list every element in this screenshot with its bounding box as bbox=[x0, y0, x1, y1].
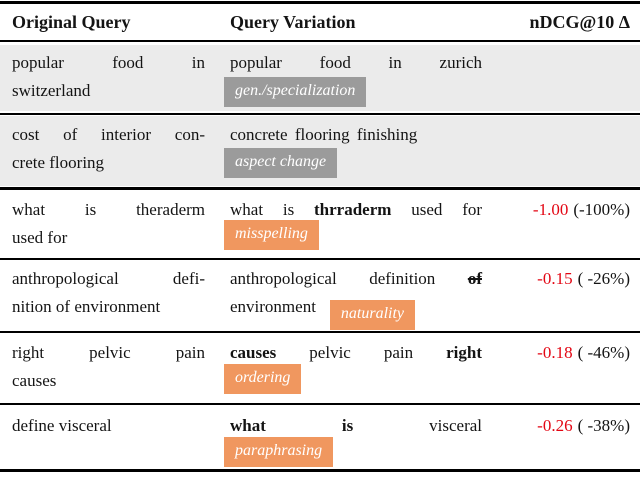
row-6-variation-line-1: what is visceral bbox=[230, 413, 482, 439]
variation-type-badge-gen-specialization: gen./specialization bbox=[224, 77, 367, 107]
row-4-variation-pre: anthropological definition bbox=[230, 269, 436, 288]
variation-type-badge-misspelling: misspelling bbox=[224, 220, 319, 250]
row-3-delta-value: -1.00 bbox=[532, 200, 569, 219]
variation-type-badge-paraphrasing: paraphrasing bbox=[224, 437, 334, 467]
column-header-original-query: Original Query bbox=[12, 12, 131, 32]
row-3-variation-post: used for bbox=[411, 200, 483, 219]
row-3-delta-percent: (-100%) bbox=[573, 200, 630, 219]
row-3-original-line-1: what is theraderm bbox=[12, 200, 205, 219]
table-rule-row4 bbox=[0, 331, 640, 333]
row-4-delta-percent: ( -26%) bbox=[577, 269, 630, 288]
row-4-ndcg-delta: -0.15( -26%) bbox=[460, 266, 630, 292]
row-4-original-line-1: anthropological defi- bbox=[12, 269, 205, 288]
row-2-variation-line-1: concrete flooring finishing bbox=[230, 125, 418, 144]
row-6-delta-percent: ( -38%) bbox=[577, 416, 630, 435]
row-6-ndcg-delta: -0.26( -38%) bbox=[460, 413, 630, 439]
row-5-original-line-2: causes bbox=[12, 371, 57, 390]
row-5-delta-percent: ( -46%) bbox=[577, 343, 630, 362]
row-4-variation-struck-word: of bbox=[467, 269, 482, 288]
variation-type-badge-ordering: ordering bbox=[224, 364, 302, 394]
row-5-variation-line-1: causes pelvic pain right bbox=[230, 340, 482, 366]
row-5-variation-mid: pelvic pain bbox=[309, 343, 414, 362]
table-rule-bottom bbox=[0, 469, 640, 472]
row-4-variation-line-1: anthropological definition of bbox=[230, 266, 482, 292]
row-1-original-line-1: popular food in bbox=[12, 53, 205, 72]
row-2-original-line-1: cost of interior con- bbox=[12, 125, 205, 144]
row-5-ndcg-delta: -0.18( -46%) bbox=[460, 340, 630, 366]
variation-type-badge-aspect-change: aspect change bbox=[224, 148, 338, 178]
row-4-variation-line-2: environment naturality bbox=[230, 294, 482, 330]
table-rule-below-header bbox=[0, 40, 640, 42]
row-6-original-line-1: define visceral bbox=[12, 416, 112, 435]
row-1-variation-line-1: popular food in zurich bbox=[230, 53, 482, 72]
row-3-variation-misspelled-word: thrraderm bbox=[314, 200, 392, 219]
table-rule-top bbox=[0, 1, 640, 4]
row-2-original-line-2: crete flooring bbox=[12, 153, 105, 172]
row-6-badge-line: paraphrasing bbox=[224, 437, 334, 469]
row-4-variation-line-2-text: environment bbox=[230, 297, 316, 316]
row-6-variation-paraphrased-words: what is bbox=[230, 416, 354, 435]
row-3-original-line-2: used for bbox=[12, 228, 68, 247]
row-4-original-line-2: nition of environment bbox=[12, 297, 161, 316]
variation-type-badge-naturality: naturality bbox=[329, 300, 416, 330]
table-rule-section bbox=[0, 187, 640, 190]
row-5-variation-moved-word-2: right bbox=[446, 343, 483, 362]
table-rule-row5 bbox=[0, 403, 640, 405]
row-3-variation-pre: what is bbox=[230, 200, 295, 219]
row-3-variation-line-1: what is thrraderm used for bbox=[230, 197, 482, 223]
row-3-badge-line: misspelling bbox=[224, 220, 319, 252]
row-5-delta-value: -0.18 bbox=[537, 343, 573, 362]
row-6-delta-value: -0.26 bbox=[537, 416, 573, 435]
row-1-original-line-2: switzerland bbox=[12, 81, 91, 100]
row-5-badge-line: ordering bbox=[224, 364, 302, 396]
table-rule-row1 bbox=[0, 113, 640, 115]
column-header-ndcg-delta: nDCG@10 Δ bbox=[529, 12, 630, 32]
table-rule-row3 bbox=[0, 258, 640, 260]
row-6-variation-post: visceral bbox=[429, 416, 482, 435]
row-5-variation-moved-word-1: causes bbox=[230, 343, 277, 362]
row-2-badge-line: aspect change bbox=[224, 148, 338, 180]
row-1-badge-line: gen./specialization bbox=[224, 77, 367, 109]
row-3-ndcg-delta: -1.00 (-100%) bbox=[460, 197, 630, 223]
row-5-original-line-1: right pelvic pain bbox=[12, 343, 205, 362]
row-4-delta-value: -0.15 bbox=[537, 269, 573, 288]
column-header-query-variation: Query Variation bbox=[230, 12, 356, 32]
